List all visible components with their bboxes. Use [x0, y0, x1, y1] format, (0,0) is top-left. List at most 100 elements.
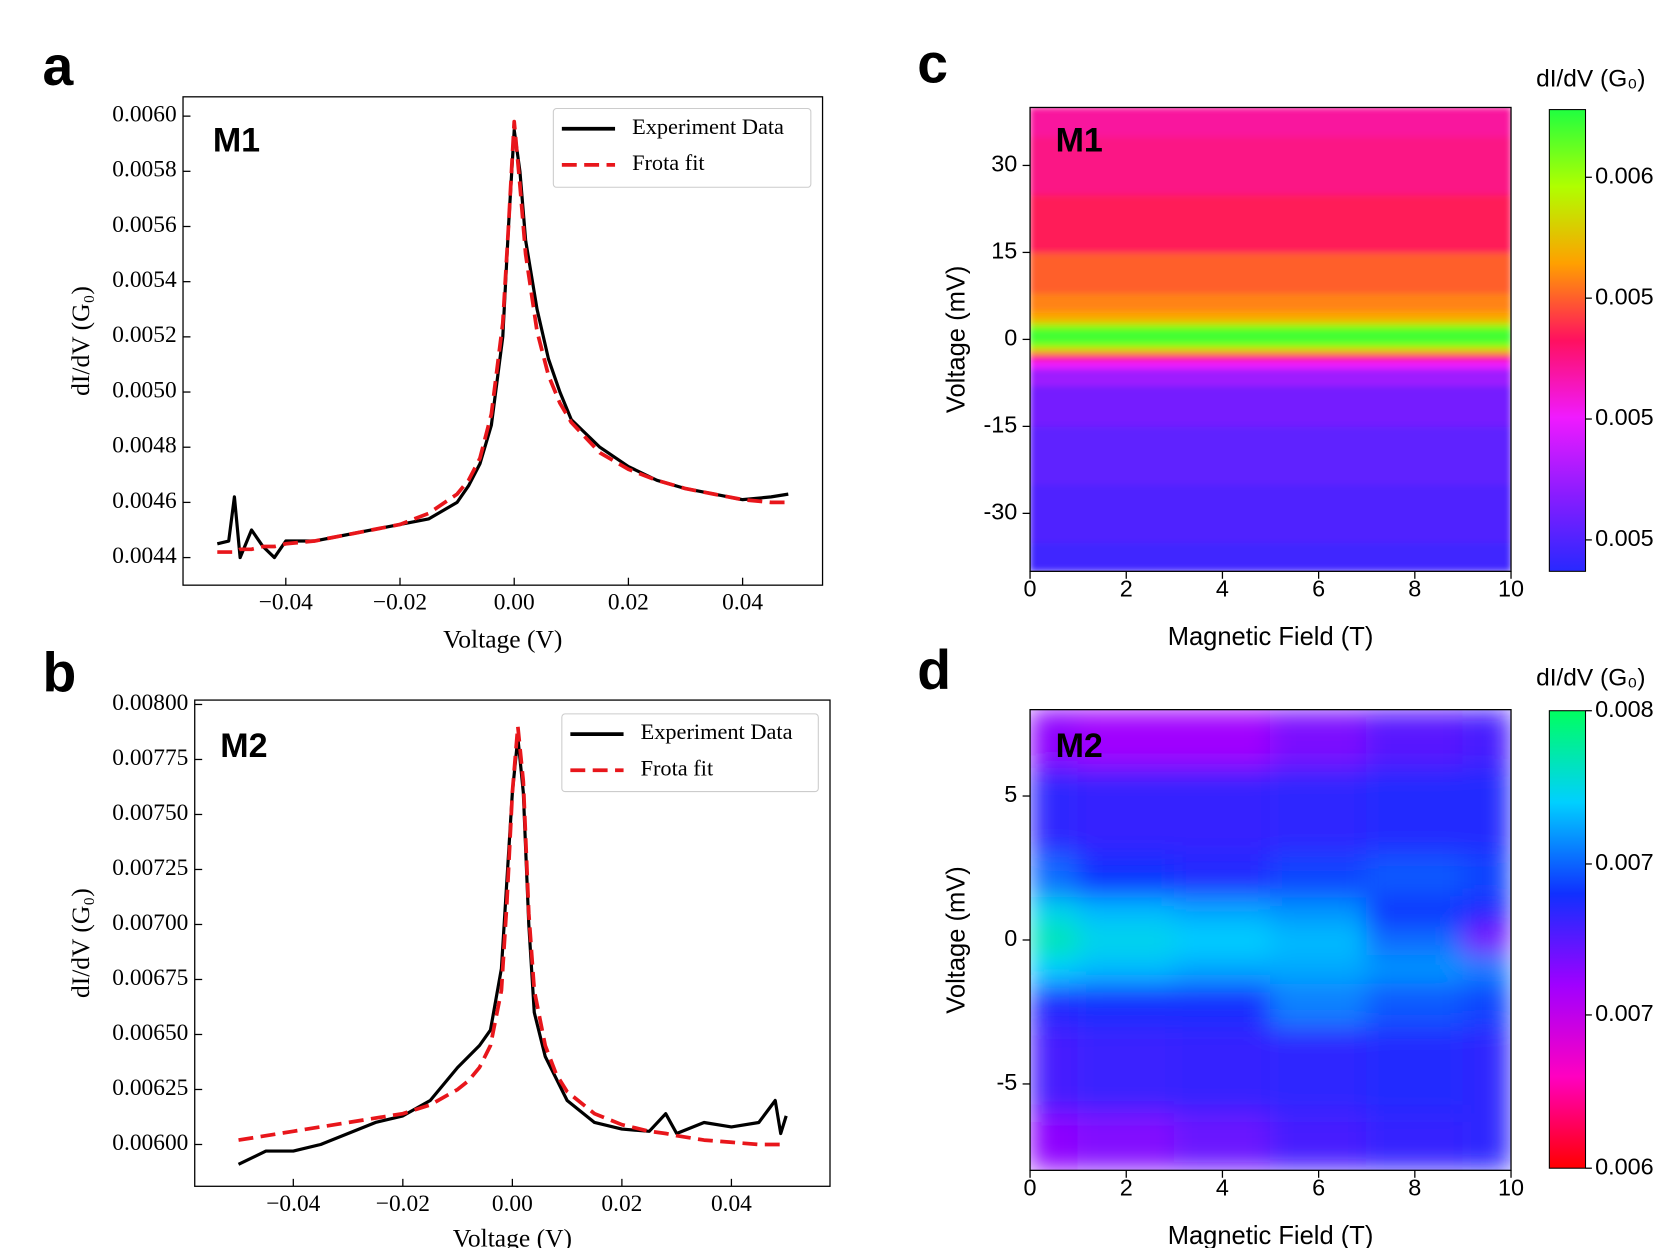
- y-tick-label: 0.0050: [112, 377, 176, 403]
- colorbar-tick-label: 0.008: [1595, 696, 1654, 722]
- heatmap-cell: [1149, 309, 1392, 320]
- heatmap-cell: [1270, 853, 1368, 898]
- heatmap-cell: [1149, 193, 1392, 253]
- heatmap-cell: [1173, 953, 1272, 984]
- y-tick-label: 5: [1004, 781, 1017, 807]
- heatmap-cell: [1390, 385, 1512, 427]
- y-tick-label: 0.0060: [112, 102, 176, 128]
- heatmap-cell: [1077, 896, 1175, 927]
- x-tick-label: 0.00: [494, 590, 535, 616]
- heatmap-cell: [1390, 541, 1512, 572]
- y-tick-label: 0.0052: [112, 322, 176, 348]
- heatmap-cell: [1462, 1025, 1512, 1114]
- heatmap-cell: [1149, 324, 1392, 332]
- colorbar-tick-label: 0.005: [1595, 404, 1654, 430]
- heatmap-cell: [1390, 107, 1512, 137]
- heatmap-cell: [1030, 1112, 1079, 1171]
- x-tick-label: 6: [1312, 1175, 1325, 1201]
- heatmap-cell: [1077, 853, 1175, 898]
- heatmap-cell: [1390, 483, 1512, 543]
- heatmap-cell: [1077, 1112, 1175, 1171]
- y-tick-label: 0.00800: [112, 690, 188, 716]
- heatmap-cell: [1270, 925, 1368, 955]
- annotation: M2: [220, 727, 267, 765]
- heatmap-cell: [1173, 925, 1272, 955]
- y-axis-label: Voltage (mV): [942, 266, 970, 413]
- heatmap-cell: [1390, 425, 1512, 485]
- heatmap-cell: [1390, 318, 1512, 326]
- heatmap-cell: [1077, 953, 1175, 984]
- heatmap-cell: [1173, 1025, 1272, 1114]
- heatmap-cell: [1462, 896, 1512, 927]
- legend-box: [561, 713, 819, 793]
- y-axis-label: dI/dV (G₀): [66, 888, 95, 998]
- heatmap-cell: [1173, 1112, 1272, 1171]
- heatmap-cell: [1390, 341, 1512, 349]
- heatmap-cell: [1462, 1112, 1512, 1171]
- heatmap-cell: [1030, 347, 1151, 355]
- heatmap-cell: [1030, 541, 1151, 572]
- y-tick-label: -15: [983, 412, 1017, 438]
- series-line: [238, 724, 787, 1149]
- legend-box: [552, 107, 812, 188]
- x-tick-label: −0.02: [376, 1191, 430, 1217]
- heatmap-cell: [1030, 853, 1079, 898]
- heatmap-cell: [1462, 953, 1512, 984]
- x-tick-label: 8: [1408, 576, 1421, 602]
- heatmap-cell: [1270, 766, 1368, 855]
- heatmap-cell: [1030, 483, 1151, 543]
- legend: Experiment Data Frota fit: [552, 107, 812, 188]
- heatmap-cell: [1173, 896, 1272, 927]
- heatmap-cell: [1390, 359, 1512, 369]
- heatmap-cell: [1149, 425, 1392, 485]
- y-tick-label: 0.00700: [112, 910, 188, 936]
- heatmap-cell: [1270, 953, 1368, 984]
- heatmap-cell: [1030, 330, 1151, 338]
- heatmap-cell: [1366, 853, 1464, 898]
- heatmap-cell: [1149, 335, 1392, 343]
- heatmap-cell: [1149, 330, 1392, 338]
- heatmap-cell: [1077, 1025, 1175, 1114]
- y-tick-label: 30: [991, 151, 1017, 177]
- y-tick-label: 0.0046: [112, 488, 176, 514]
- heatmap: [1030, 709, 1512, 1171]
- y-tick-label: 0.0048: [112, 433, 176, 459]
- x-tick-label: 10: [1498, 1175, 1524, 1201]
- heatmap-cell: [1149, 251, 1392, 294]
- heatmap-cell: [1030, 896, 1079, 927]
- x-tick-label: −0.04: [259, 590, 313, 616]
- heatmap-cell: [1030, 193, 1151, 253]
- y-tick-label: 15: [991, 238, 1017, 264]
- y-tick-label: 0: [1004, 325, 1017, 351]
- heatmap-cell: [1173, 982, 1272, 1027]
- heatmap-cell: [1030, 341, 1151, 349]
- colorbar-tick-label: 0.005: [1595, 283, 1654, 309]
- heatmap-cell: [1270, 1112, 1368, 1171]
- heatmap-cell: [1366, 925, 1464, 955]
- heatmap-cells: [1030, 107, 1512, 572]
- heatmap-cells: [1030, 709, 1512, 1171]
- x-tick-label: 4: [1216, 1175, 1229, 1201]
- y-tick-label: 0.00775: [112, 745, 188, 771]
- heatmap-cell: [1030, 292, 1151, 311]
- y-tick-label: 0.00675: [112, 965, 188, 991]
- heatmap-cell: [1462, 709, 1512, 768]
- panel-letter: c: [917, 33, 948, 95]
- y-tick-label: 0: [1004, 925, 1017, 951]
- x-tick-label: −0.04: [266, 1191, 320, 1217]
- x-axis-label: Magnetic Field (T): [1168, 623, 1374, 651]
- x-tick-label: −0.02: [373, 590, 427, 616]
- heatmap-cell: [1366, 709, 1464, 768]
- heatmap: [1030, 107, 1512, 572]
- heatmap-cell: [1366, 982, 1464, 1027]
- y-tick-label: 0.00600: [112, 1130, 188, 1156]
- x-tick-label: 2: [1120, 1175, 1133, 1201]
- y-tick-label: -5: [996, 1069, 1017, 1095]
- heatmap-cell: [1462, 925, 1512, 955]
- heatmap-cell: [1030, 385, 1151, 427]
- heatmap-cell: [1270, 982, 1368, 1027]
- x-tick-label: 0: [1024, 576, 1037, 602]
- colorbar-tick-label: 0.007: [1595, 1000, 1654, 1026]
- heatmap-cell: [1270, 1025, 1368, 1114]
